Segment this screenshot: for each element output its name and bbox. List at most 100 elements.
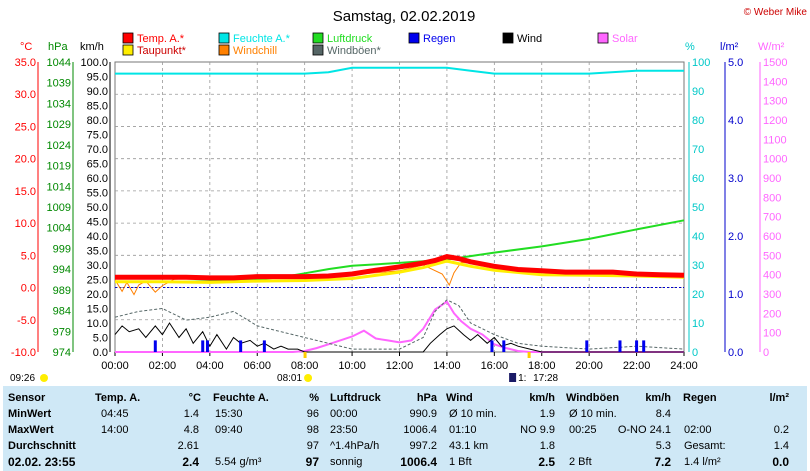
y-axes: 35.0 30.0 25.0 20.0 15.0 10.0 5.0 0.0 -5.0 -10.0 1… <box>11 57 788 359</box>
x-tick-label: 00:00 <box>101 360 129 372</box>
temp-time: 14:00 <box>101 424 129 436</box>
solar-axis-tick: 1300 <box>763 96 787 108</box>
rain-bar <box>618 340 622 352</box>
header-humidity-unit: % <box>309 392 319 404</box>
wind-axis-tick: 25.0 <box>87 275 108 287</box>
pressure-axis-tick: 1014 <box>47 181 71 193</box>
pressure-axis-tick: 989 <box>53 285 71 297</box>
solar-axis-tick: 900 <box>763 173 781 185</box>
pressure-time: 23:50 <box>330 424 358 436</box>
humidity-axis-tick: 70 <box>692 144 704 156</box>
wind-axis-tick: 20.0 <box>87 289 108 301</box>
wind-axis-tick: 65.0 <box>87 159 108 171</box>
pressure-value: 997.2 <box>409 440 437 452</box>
humidity-time: 15:30 <box>215 408 243 420</box>
rain-bar <box>635 340 639 352</box>
humidity-axis-tick: 20 <box>692 289 704 301</box>
rain-bar <box>201 340 205 352</box>
wind-axis-tick: 0.0 <box>93 347 108 359</box>
copyright-label: © Weber Mike <box>744 7 808 18</box>
wind-axis-tick: 5.0 <box>93 333 108 345</box>
wind-value: NO 9.9 <box>520 424 555 436</box>
wind-axis-tick: 50.0 <box>87 202 108 214</box>
legend-label: Wind <box>517 33 542 45</box>
header-humidity: Feuchte A. <box>213 392 269 404</box>
gust-value: 8.4 <box>655 408 671 420</box>
solar-axis-tick: 100 <box>763 328 781 340</box>
humidity-unit-label: % <box>685 41 695 53</box>
rain-desc: Gesamt: <box>684 440 726 452</box>
pressure-axis-tick: 984 <box>53 306 71 318</box>
rain-bar <box>262 340 266 352</box>
legend-label: Taupunkt* <box>137 45 187 57</box>
temp-axis-tick: 35.0 <box>15 57 36 69</box>
rain-desc: 1.4 l/m² <box>684 456 721 468</box>
sunset-time: 17:28 <box>533 373 558 384</box>
wind-axis-tick: 75.0 <box>87 130 108 142</box>
rain-axis-tick: 1.0 <box>728 289 743 301</box>
humidity-value: 96 <box>306 408 319 420</box>
legend-swatch <box>408 32 420 44</box>
x-tick-label: 10:00 <box>338 360 366 372</box>
solar-axis-tick: 500 <box>763 250 781 262</box>
temp-axis-tick: 5.0 <box>21 250 36 262</box>
rain-axis-tick: 4.0 <box>728 115 743 127</box>
wind-axis-tick: 35.0 <box>87 246 108 258</box>
temp-axis-tick: -5.0 <box>17 315 36 327</box>
pressure-axis-tick: 1024 <box>47 140 71 152</box>
solar-axis-tick: 0 <box>763 347 769 359</box>
rain-bar <box>502 340 506 352</box>
gust-value: O-NO 24.1 <box>617 424 671 436</box>
humidity-axis-tick: 60 <box>692 173 704 185</box>
legend-swatch <box>218 32 230 44</box>
humidity-axis-tick: 90 <box>692 86 704 98</box>
header-wind: Wind <box>446 392 473 404</box>
solar-axis-tick: 1000 <box>763 154 787 166</box>
temp-unit-label: °C <box>20 41 32 53</box>
rain-axis-tick: 3.0 <box>728 173 743 185</box>
pressure-axis-tick: 994 <box>53 264 71 276</box>
wind-value: 2.5 <box>538 455 555 469</box>
temp-axis-tick: 15.0 <box>15 186 36 198</box>
solar-axis-tick: 400 <box>763 270 781 282</box>
row-label: MinWert <box>8 408 52 420</box>
wind-axis-tick: 30.0 <box>87 260 108 272</box>
gust-value: 5.3 <box>655 440 671 452</box>
x-axis: 00:00 02:00 04:00 06:00 08:00 10:00 12:00 14:00… <box>101 352 698 372</box>
wind-axis-tick: 45.0 <box>87 217 108 229</box>
pressure-unit-label: hPa <box>48 41 68 53</box>
temp-axis-tick: 25.0 <box>15 121 36 133</box>
rain-desc: 02:00 <box>684 424 712 436</box>
pressure-value: 1006.4 <box>400 455 437 469</box>
rain-bar <box>585 340 589 352</box>
wind-desc: 01:10 <box>449 424 477 436</box>
humidity-axis-tick: 50 <box>692 202 704 214</box>
gust-desc: 2 Bft <box>569 456 592 468</box>
rain-value: 1.4 <box>773 440 789 452</box>
legend-label: Windböen* <box>327 45 382 57</box>
solar-axis-tick: 600 <box>763 231 781 243</box>
temp-value: 2.4 <box>182 455 199 469</box>
wind-desc: 43.1 km <box>449 440 489 452</box>
x-tick-label: 02:00 <box>149 360 177 372</box>
wind-desc: Ø 10 min. <box>449 408 497 420</box>
wind-axis-tick: 90.0 <box>87 86 108 98</box>
solar-axis-tick: 1200 <box>763 115 787 127</box>
temp-value: 4.8 <box>183 424 199 436</box>
solar-axis-tick: 700 <box>763 212 781 224</box>
pressure-axis-tick: 1044 <box>47 57 71 69</box>
rain-bar <box>153 340 157 352</box>
pressure-value: 990.9 <box>409 408 437 420</box>
temp-time: 04:45 <box>101 408 129 420</box>
row-label: Durchschnitt <box>8 440 76 452</box>
rain-unit-label: l/m² <box>720 41 739 53</box>
humidity-value: 98 <box>306 424 319 436</box>
humidity-value: 97 <box>305 455 319 469</box>
legend-label: Luftdruck <box>327 33 373 45</box>
pressure-axis-tick: 1029 <box>47 119 71 131</box>
header-gust-unit: km/h <box>645 392 671 404</box>
legend-swatch <box>122 44 134 56</box>
row-label: MaxWert <box>8 424 54 436</box>
moon-icon <box>509 373 517 382</box>
legend-label: Solar <box>612 33 638 45</box>
